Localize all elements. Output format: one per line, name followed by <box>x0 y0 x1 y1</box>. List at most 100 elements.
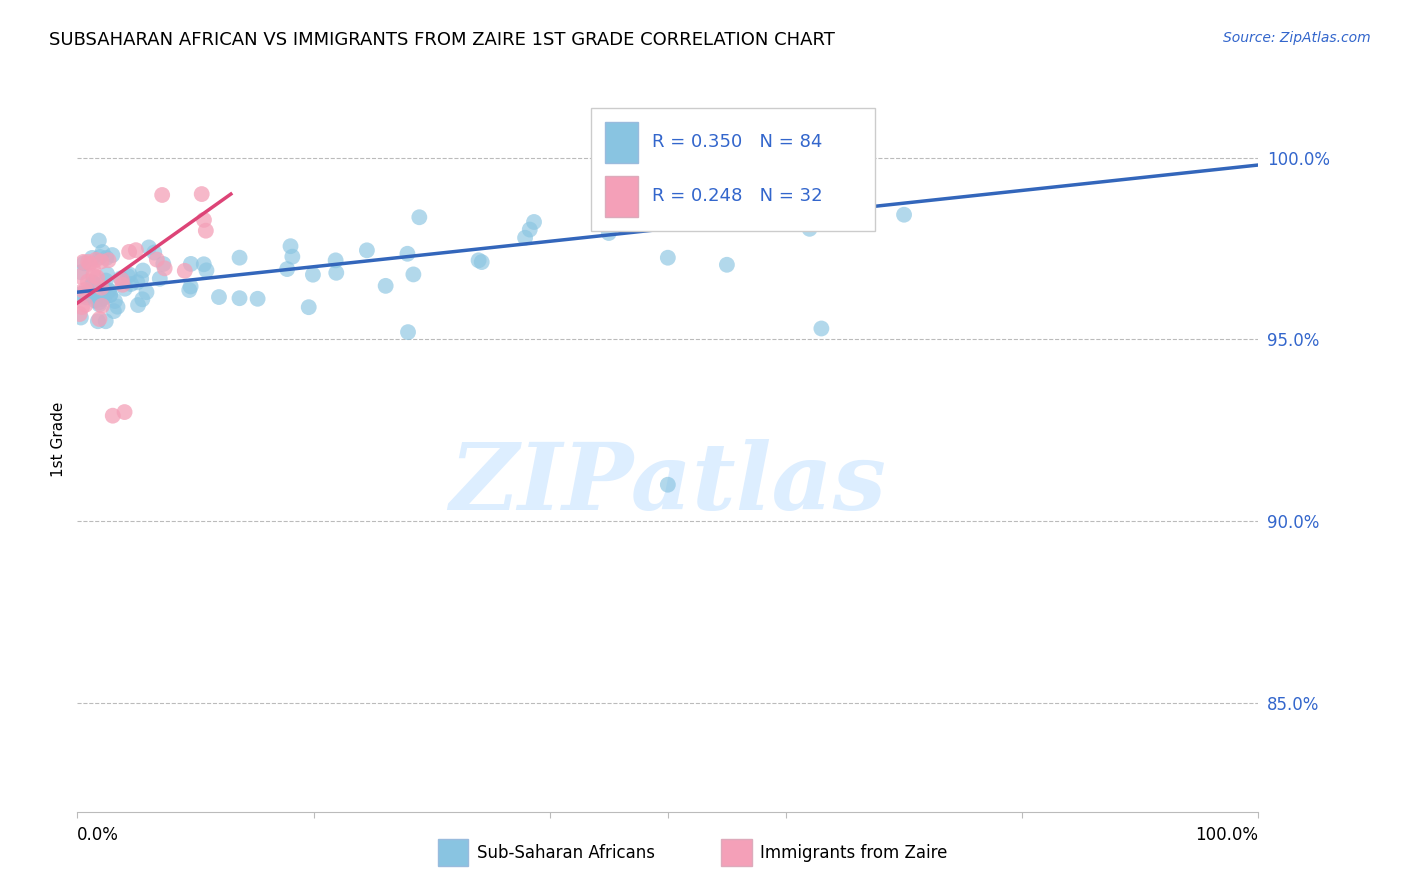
Point <box>799 222 821 236</box>
Point <box>83 268 105 283</box>
Point <box>72 284 94 298</box>
Point <box>82 276 104 290</box>
Point <box>228 251 250 265</box>
Point <box>70 265 93 279</box>
Point <box>90 281 112 295</box>
Point <box>72 255 94 269</box>
Point <box>75 283 97 297</box>
Text: Immigrants from Zaire: Immigrants from Zaire <box>761 844 948 862</box>
Text: 0.0%: 0.0% <box>77 826 120 844</box>
Point <box>82 263 104 277</box>
Point <box>87 234 110 248</box>
Point <box>97 253 120 268</box>
Point <box>471 255 494 269</box>
Point <box>149 271 172 285</box>
FancyBboxPatch shape <box>437 839 468 866</box>
Point <box>127 275 149 289</box>
Point <box>84 293 107 308</box>
Point <box>131 293 153 307</box>
Point <box>834 192 856 206</box>
Point <box>246 292 269 306</box>
Point <box>716 258 738 272</box>
Point <box>111 277 134 292</box>
Point <box>276 262 298 277</box>
Point <box>810 321 832 335</box>
Point <box>523 215 546 229</box>
Point <box>96 251 118 265</box>
Point <box>114 405 136 419</box>
Point <box>98 287 121 301</box>
Point <box>79 288 101 302</box>
Point <box>101 409 124 423</box>
Point <box>194 224 217 238</box>
Point <box>69 269 91 284</box>
Point <box>193 213 215 227</box>
Point <box>87 314 110 328</box>
Point <box>97 283 120 297</box>
Point <box>79 257 101 271</box>
Point <box>91 245 114 260</box>
Point <box>77 288 100 302</box>
Point <box>86 270 108 285</box>
Point <box>118 268 141 282</box>
Point <box>657 251 679 265</box>
Point <box>396 325 419 339</box>
Point <box>132 263 155 277</box>
Point <box>118 244 141 259</box>
Point <box>107 300 129 314</box>
Point <box>129 272 152 286</box>
Point <box>280 239 302 253</box>
Point <box>396 246 419 260</box>
Point <box>173 264 195 278</box>
Point <box>73 256 96 270</box>
Point <box>190 187 212 202</box>
Point <box>90 254 112 268</box>
Point <box>104 293 127 308</box>
Point <box>70 310 93 325</box>
Point <box>374 278 396 293</box>
Point <box>325 266 347 280</box>
Point <box>76 290 98 304</box>
Point <box>228 291 250 305</box>
Point <box>82 276 104 290</box>
Point <box>127 298 149 312</box>
Point <box>91 299 114 313</box>
Point <box>94 314 117 328</box>
Point <box>77 275 100 289</box>
Point <box>150 188 173 202</box>
Point <box>153 261 176 276</box>
Point <box>193 257 215 271</box>
Point <box>180 257 202 271</box>
Point <box>98 288 121 302</box>
Point <box>519 222 541 236</box>
Point <box>152 257 174 271</box>
Text: Sub-Saharan Africans: Sub-Saharan Africans <box>477 844 655 862</box>
Point <box>117 269 139 284</box>
Point <box>70 287 93 301</box>
Point <box>775 201 797 215</box>
Point <box>120 277 142 291</box>
Point <box>125 243 148 257</box>
Text: SUBSAHARAN AFRICAN VS IMMIGRANTS FROM ZAIRE 1ST GRADE CORRELATION CHART: SUBSAHARAN AFRICAN VS IMMIGRANTS FROM ZA… <box>49 31 835 49</box>
Point <box>298 300 321 314</box>
Point <box>89 295 111 310</box>
Point <box>70 289 93 303</box>
Point <box>467 253 489 268</box>
Point <box>138 240 160 254</box>
Text: ZIPatlas: ZIPatlas <box>450 439 886 529</box>
Point <box>195 263 218 277</box>
Point <box>101 248 124 262</box>
FancyBboxPatch shape <box>721 839 752 866</box>
Point <box>89 297 111 311</box>
Text: R = 0.350   N = 84: R = 0.350 N = 84 <box>652 133 823 152</box>
Point <box>325 253 347 268</box>
Point <box>281 250 304 264</box>
Point <box>69 307 91 321</box>
Point <box>75 298 97 312</box>
Point <box>111 273 134 287</box>
Text: R = 0.248   N = 32: R = 0.248 N = 32 <box>652 187 823 205</box>
FancyBboxPatch shape <box>605 122 638 162</box>
Y-axis label: 1st Grade: 1st Grade <box>51 401 66 477</box>
Point <box>180 279 202 293</box>
Text: 100.0%: 100.0% <box>1195 826 1258 844</box>
